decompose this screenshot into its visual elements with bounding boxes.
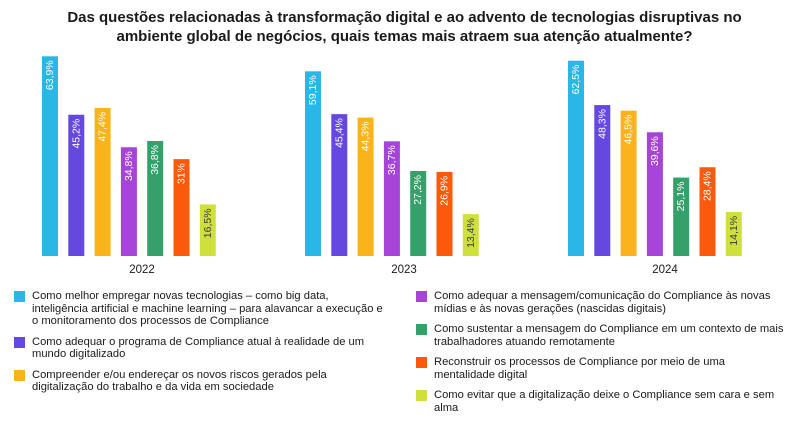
legend-item-4: Como adequar a mensagem/comunicação do C… [416,290,788,315]
data-label-2024-series-3: 46,5% [623,115,635,145]
bar-2024-series-4 [646,132,663,256]
legend-label-3: Compreender e/ou endereçar os novos risc… [32,368,327,394]
data-label-2022-series-3: 47,4% [97,112,109,142]
data-label-2023-series-1: 59,1% [307,75,319,105]
bar-2023-series-6 [436,171,453,256]
chart-title-line-1: Das questões relacionadas à transformaçã… [67,9,742,26]
data-label-2024-series-5: 25,1% [675,182,687,212]
bar-chart: 63,9% 45,2% 47,4% 34,8% 36,8% 31% 16,5% 2022 59,… [42,56,742,276]
legend-swatch-2 [14,336,25,348]
data-label-2023-series-7: 13,4% [465,218,477,248]
legend-swatch-5 [416,324,427,335]
legend-swatch-3 [14,369,25,381]
bar-2022-series-3 [94,107,111,256]
legend-item-3: Compreender e/ou endereçar os novos risc… [14,369,386,394]
data-label-2023-series-6: 26,9% [439,176,451,206]
bar-2022-series-6 [173,159,190,256]
legend-item-6: Reconstruir os processos de Compliance p… [416,356,788,381]
data-label-2022-series-5: 36,8% [149,145,161,175]
data-label-2023-series-2: 45,4% [333,118,345,148]
bar-2024-series-5 [673,177,690,256]
bar-2023-series-3 [357,117,374,256]
data-label-2022-series-6: 31% [176,163,188,184]
legend-label-6: Reconstruir os processos de Compliance p… [434,356,726,381]
data-label-2022-series-1: 63,9% [44,60,56,90]
legend-column-left: Como melhor empregar novas tecnologias –… [14,290,386,402]
bar-2022-series-7 [199,204,216,256]
data-label-2022-series-4: 34,8% [123,151,135,181]
data-label-2022-series-2: 45,2% [70,119,82,149]
legend-label-5: Como sustentar a mensagem do Compliance … [434,323,784,348]
bar-2024-series-1 [568,60,584,256]
data-label-2023-series-4: 36,7% [386,145,398,175]
legend-label-7: Como evitar que a digitalização deixe o … [434,389,775,414]
data-label-2024-series-2: 48,3% [596,109,608,139]
bar-2023-series-4 [383,141,400,256]
data-label-2023-series-3: 44,3% [360,122,372,152]
legend-column-right: Como adequar a mensagem/comunicação do C… [416,290,788,422]
bar-2022-series-1 [42,56,58,256]
bar-2022-series-4 [120,147,137,256]
legend-label-2: Como adequar o programa de Compliance at… [32,335,365,361]
data-label-2024-series-7: 14,1% [728,216,740,246]
bar-2024-series-2 [594,105,611,256]
bar-2024-series-7 [725,211,742,256]
x-tick-label-2022: 2022 [129,264,155,276]
bar-2024-series-3 [620,110,637,256]
x-tick-label-2024: 2024 [652,264,678,276]
legend-swatch-4 [416,291,427,302]
bar-2022-series-5 [147,141,164,256]
chart-title: Das questões relacionadas à transformaçã… [0,8,809,46]
legend-item-1: Como melhor empregar novas tecnologias –… [14,290,386,328]
bar-2023-series-1 [305,71,321,256]
data-label-2024-series-4: 39,6% [649,136,661,166]
bar-2023-series-7 [462,214,479,256]
data-label-2022-series-7: 16,5% [202,208,214,238]
legend-label-1: Como melhor empregar novas tecnologias –… [32,290,383,327]
legend-swatch-1 [14,291,25,302]
bar-2023-series-5 [410,171,427,256]
data-label-2024-series-1: 62,5% [570,65,582,95]
chart-legend: Como melhor empregar novas tecnologias –… [0,290,809,414]
legend-swatch-7 [416,390,427,401]
chart-title-line-2: ambiente global de negócios, quais temas… [116,28,693,45]
data-label-2023-series-5: 27,2% [412,175,424,205]
legend-item-5: Como sustentar a mensagem do Compliance … [416,323,788,348]
bar-2024-series-6 [699,167,716,256]
bar-2023-series-2 [331,114,348,256]
data-label-2024-series-6: 28,4% [702,171,714,201]
x-tick-label-2023: 2023 [391,264,417,276]
bar-2022-series-2 [68,114,85,256]
legend-swatch-6 [416,357,427,368]
legend-label-4: Como adequar a mensagem/comunicação do C… [434,290,771,315]
legend-item-7: Como evitar que a digitalização deixe o … [416,389,788,414]
legend-item-2: Como adequar o programa de Compliance at… [14,336,386,361]
